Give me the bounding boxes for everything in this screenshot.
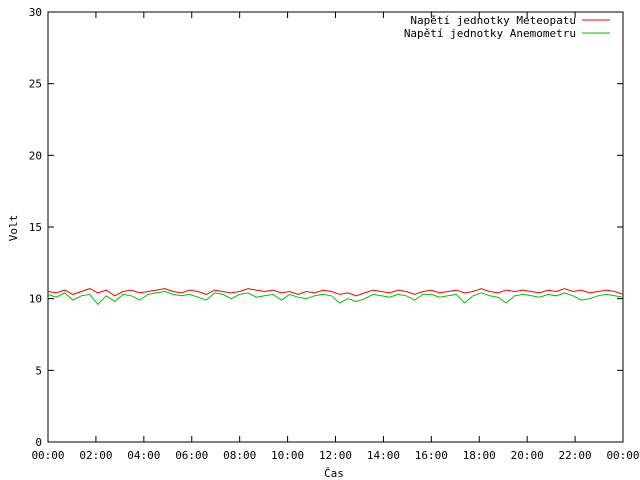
x-tick-label: 16:00 [415, 449, 448, 462]
x-tick-label: 02:00 [79, 449, 112, 462]
x-tick-label: 00:00 [606, 449, 639, 462]
series-lines [47, 288, 624, 306]
x-tick-label: 14:00 [367, 449, 400, 462]
x-tick-label: 08:00 [223, 449, 256, 462]
x-axis-ticks: 00:00 02:00 04:00 06:00 08:00 10:00 12:00 14:00… [31, 12, 640, 462]
y-tick-label: 0 [35, 436, 42, 449]
y-tick-label: 5 [35, 364, 42, 377]
y-tick-label: 25 [29, 78, 42, 91]
x-tick-label: 04:00 [127, 449, 160, 462]
y-axis-label: Volt [7, 215, 20, 242]
series-line-0 [47, 288, 624, 297]
y-tick-label: 20 [29, 149, 42, 162]
y-axis-ticks: 0 5 10 15 20 25 30 [29, 6, 623, 449]
series-line-1 [47, 290, 624, 306]
legend-label-meteopat: Napětí jednotky Meteopatu [410, 14, 576, 27]
plot-frame [47, 11, 624, 443]
x-tick-label: 12:00 [319, 449, 352, 462]
x-tick-label: 20:00 [511, 449, 544, 462]
x-axis-label: Čas [324, 467, 344, 480]
x-tick-label: 18:00 [463, 449, 496, 462]
y-tick-label: 15 [29, 221, 42, 234]
y-tick-label: 30 [29, 6, 42, 19]
x-tick-label: 10:00 [271, 449, 304, 462]
legend-label-anemometr: Napětí jednotky Anemometru [404, 27, 576, 40]
x-tick-label: 00:00 [31, 449, 64, 462]
legend: Napětí jednotky Meteopatu Napětí jednotk… [404, 14, 610, 40]
x-tick-label: 06:00 [175, 449, 208, 462]
x-tick-label: 22:00 [559, 449, 592, 462]
y-tick-label: 10 [29, 293, 42, 306]
